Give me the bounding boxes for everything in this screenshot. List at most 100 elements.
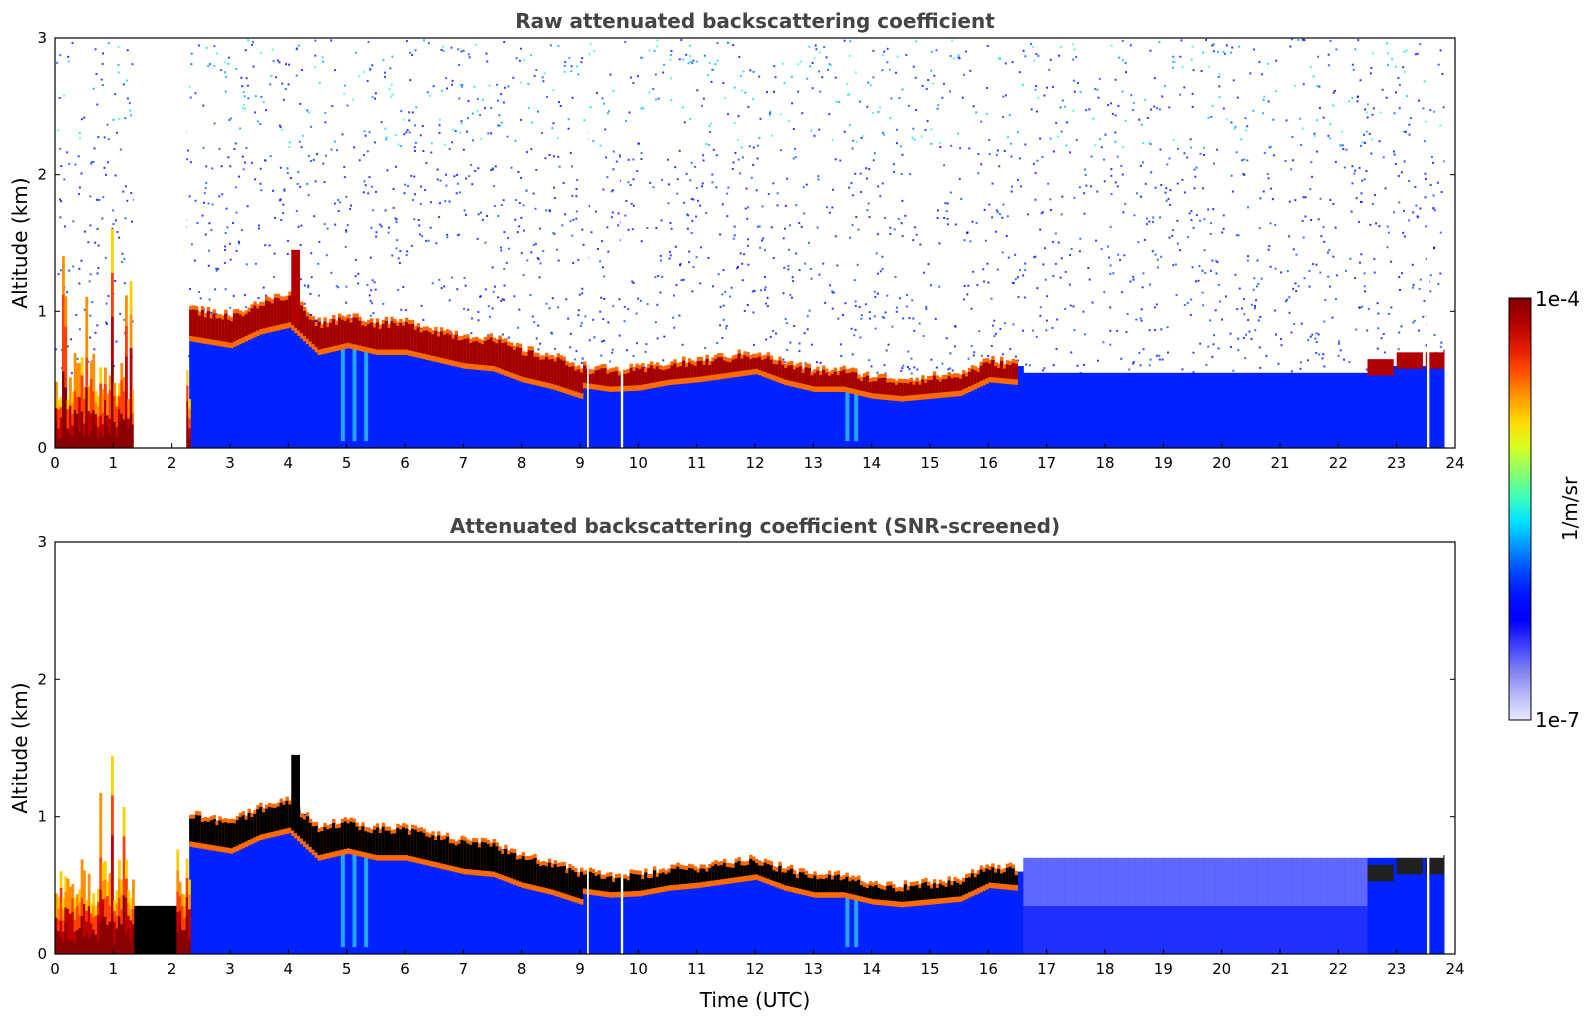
cloud-layer-core <box>521 856 526 883</box>
cloud-layer-core <box>311 826 316 850</box>
noise-speck <box>1318 85 1321 88</box>
noise-speck <box>1186 156 1189 159</box>
boundary-layer-column <box>609 878 616 954</box>
noise-speck <box>772 330 775 333</box>
noise-speck <box>1209 319 1212 322</box>
noise-speck <box>289 177 292 180</box>
noise-speck <box>938 141 941 144</box>
noise-speck <box>1235 151 1238 154</box>
noise-speck <box>1190 298 1193 301</box>
noise-speck <box>1090 185 1093 188</box>
boundary-layer-column <box>1355 857 1363 954</box>
boundary-layer-column <box>1145 372 1153 448</box>
noise-speck <box>278 124 281 127</box>
noise-speck <box>888 68 891 71</box>
noise-speck <box>1055 348 1058 351</box>
noise-speck <box>980 120 983 123</box>
noise-speck <box>414 49 417 52</box>
early-aerosol-spike <box>122 924 126 954</box>
boundary-layer-column <box>947 378 954 448</box>
noise-speck <box>1056 318 1059 321</box>
noise-speck <box>107 161 110 164</box>
noise-speck <box>1041 156 1044 159</box>
noise-speck <box>1191 105 1194 108</box>
noise-speck <box>1052 364 1055 367</box>
noise-speck <box>281 128 284 131</box>
noise-speck <box>1016 276 1019 279</box>
noise-speck <box>299 102 302 105</box>
noise-speck <box>265 294 268 297</box>
noise-speck <box>300 224 303 227</box>
noise-speck <box>773 65 776 68</box>
noise-speck <box>257 227 260 230</box>
noise-speck <box>1260 73 1263 76</box>
cloud-layer-core <box>903 382 908 396</box>
noise-speck <box>1341 144 1344 147</box>
noise-speck <box>564 61 567 64</box>
early-aerosol-spike <box>78 889 82 903</box>
cloud-layer-core <box>480 344 485 365</box>
boundary-layer-column <box>615 372 622 448</box>
noise-speck <box>594 210 597 213</box>
noise-speck <box>910 372 913 375</box>
noise-speck <box>451 276 454 279</box>
noise-speck <box>232 294 235 297</box>
noise-speck <box>398 261 401 264</box>
noise-speck <box>1275 333 1278 336</box>
noise-speck <box>205 181 208 184</box>
boundary-layer-column <box>259 304 266 448</box>
noise-speck <box>369 300 372 303</box>
noise-speck <box>1222 50 1225 53</box>
noise-speck <box>790 296 793 299</box>
noise-speck <box>1084 173 1087 176</box>
noise-speck <box>733 86 736 89</box>
noise-speck <box>83 116 86 119</box>
boundary-layer-column <box>1285 372 1293 448</box>
noise-speck <box>734 151 737 154</box>
noise-speck <box>1172 55 1175 58</box>
cloud-layer-core <box>947 376 951 392</box>
noise-speck <box>632 82 635 85</box>
noise-speck <box>406 129 409 132</box>
boundary-layer-column <box>924 380 931 448</box>
noise-speck <box>196 222 199 225</box>
noise-speck <box>1010 155 1013 158</box>
noise-speck <box>1397 348 1400 351</box>
noise-speck <box>1329 137 1332 140</box>
early-aerosol-spike <box>80 897 84 917</box>
early-aerosol-spike <box>66 428 70 439</box>
x-tick-label: 15 <box>920 454 939 472</box>
noise-speck <box>939 146 942 149</box>
surface-dense-layer <box>155 905 159 954</box>
boundary-layer-column <box>1309 372 1316 448</box>
cloud-layer-core <box>206 821 211 845</box>
early-aerosol-spike <box>92 391 96 411</box>
early-aerosol-spike <box>73 410 77 430</box>
noise-speck <box>1354 169 1357 172</box>
noise-speck <box>927 79 930 82</box>
noise-speck <box>269 155 272 158</box>
noise-speck <box>1232 79 1235 82</box>
noise-speck <box>836 264 839 267</box>
noise-speck <box>80 172 83 175</box>
cloud-layer-core <box>1011 362 1016 380</box>
cloud-layer-core <box>244 819 248 842</box>
noise-speck <box>97 244 100 247</box>
early-aerosol-spike <box>104 383 107 400</box>
boundary-layer-column <box>498 849 505 954</box>
noise-speck <box>1124 202 1127 205</box>
noise-speck <box>548 307 551 310</box>
noise-speck <box>695 60 698 63</box>
boundary-layer-column <box>1000 364 1007 448</box>
early-aerosol-spike <box>59 887 63 905</box>
cloud-layer-core <box>918 888 922 901</box>
noise-speck <box>601 240 604 243</box>
cloud-layer-core <box>953 881 957 897</box>
boundary-layer-column <box>883 886 890 954</box>
early-aerosol-spike <box>83 903 86 921</box>
x-tick-label: 12 <box>745 454 764 472</box>
noise-speck <box>78 282 81 285</box>
noise-speck <box>1095 239 1098 242</box>
noise-speck <box>569 151 572 154</box>
noise-speck <box>1009 142 1012 145</box>
